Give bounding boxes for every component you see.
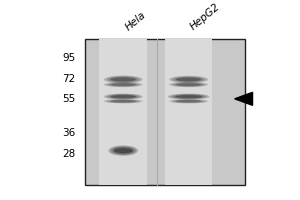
Polygon shape bbox=[235, 92, 253, 105]
Ellipse shape bbox=[114, 148, 133, 153]
Ellipse shape bbox=[176, 83, 201, 86]
Ellipse shape bbox=[175, 77, 202, 82]
Ellipse shape bbox=[113, 147, 134, 154]
FancyBboxPatch shape bbox=[85, 39, 245, 185]
Ellipse shape bbox=[169, 82, 208, 87]
Ellipse shape bbox=[107, 94, 140, 99]
Ellipse shape bbox=[111, 78, 136, 81]
FancyBboxPatch shape bbox=[165, 39, 212, 185]
Ellipse shape bbox=[107, 76, 140, 83]
Ellipse shape bbox=[176, 100, 201, 102]
Text: HepG2: HepG2 bbox=[189, 2, 222, 32]
Text: 36: 36 bbox=[62, 128, 76, 138]
FancyBboxPatch shape bbox=[100, 39, 147, 185]
Text: 28: 28 bbox=[62, 149, 76, 159]
Text: 95: 95 bbox=[62, 53, 76, 63]
Ellipse shape bbox=[104, 99, 142, 103]
Text: 55: 55 bbox=[62, 94, 76, 104]
Ellipse shape bbox=[110, 100, 137, 103]
Ellipse shape bbox=[104, 82, 142, 87]
Ellipse shape bbox=[110, 77, 137, 82]
Ellipse shape bbox=[111, 83, 136, 86]
Ellipse shape bbox=[107, 82, 140, 87]
Ellipse shape bbox=[168, 94, 209, 100]
Ellipse shape bbox=[107, 99, 140, 103]
Ellipse shape bbox=[171, 94, 206, 99]
Ellipse shape bbox=[111, 95, 136, 98]
Ellipse shape bbox=[111, 146, 136, 155]
Ellipse shape bbox=[111, 100, 136, 102]
Ellipse shape bbox=[175, 83, 202, 86]
Ellipse shape bbox=[110, 83, 137, 86]
Ellipse shape bbox=[104, 94, 142, 100]
Ellipse shape bbox=[172, 82, 205, 87]
Ellipse shape bbox=[110, 95, 137, 99]
Text: 72: 72 bbox=[62, 74, 76, 84]
Ellipse shape bbox=[172, 76, 205, 83]
Text: Hela: Hela bbox=[123, 10, 148, 32]
Ellipse shape bbox=[175, 95, 202, 98]
Ellipse shape bbox=[175, 100, 202, 103]
Ellipse shape bbox=[169, 99, 208, 103]
Ellipse shape bbox=[108, 145, 138, 156]
Ellipse shape bbox=[176, 78, 201, 81]
Ellipse shape bbox=[172, 99, 205, 103]
Ellipse shape bbox=[104, 76, 142, 83]
Ellipse shape bbox=[174, 95, 203, 99]
Ellipse shape bbox=[169, 76, 208, 83]
